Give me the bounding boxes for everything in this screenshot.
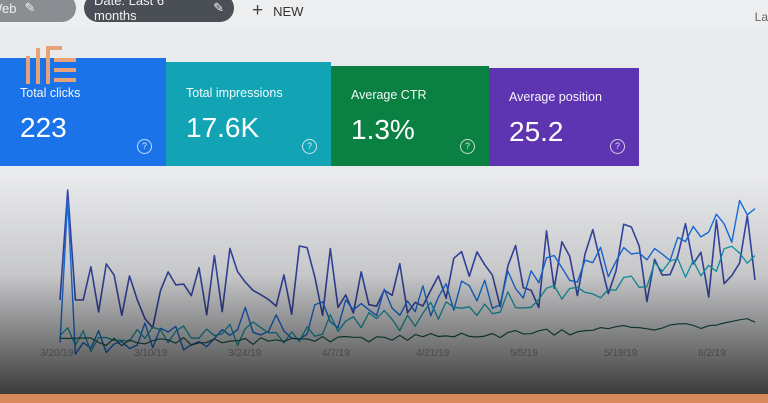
filter-chip-previous-label: Web: [0, 0, 17, 16]
help-icon[interactable]: ?: [302, 139, 317, 154]
filter-bar: Web ✎ Date: Last 6 months ✎ + NEW La: [0, 0, 768, 28]
metric-title: Average CTR: [351, 88, 427, 102]
footer-accent-bar: [0, 394, 768, 403]
metric-value: 223: [20, 112, 67, 143]
x-axis-tick-label: 4/21/19: [416, 348, 450, 359]
performance-chart: 3/20/19 3/10/19 3/24/19 4/7/19 4/21/19 5/5/19…: [40, 189, 756, 359]
brand-logo-icon: [26, 46, 76, 84]
x-axis-tick-label: 5/19/19: [604, 348, 638, 359]
help-icon[interactable]: ?: [460, 139, 475, 154]
plus-icon: +: [252, 0, 264, 21]
pencil-icon[interactable]: ✎: [24, 0, 36, 15]
x-axis-labels: 3/20/19 3/10/19 3/24/19 4/7/19 4/21/19 5/5/19…: [40, 348, 726, 359]
metric-value: 1.3%: [351, 114, 415, 145]
chart-series-line: [59, 189, 756, 329]
x-axis-tick-label: 3/10/19: [134, 348, 168, 359]
x-axis-tick-label: 4/7/19: [322, 348, 350, 359]
metric-title: Total impressions: [186, 86, 283, 100]
x-axis-tick-label: 3/20/19: [40, 348, 74, 359]
x-axis-tick-label: 3/24/19: [228, 348, 262, 359]
metric-title: Average position: [509, 90, 602, 104]
new-filter-button[interactable]: + NEW: [252, 0, 303, 22]
date-filter-chip[interactable]: Date: Last 6 months ✎: [84, 0, 234, 23]
chart-series-line: [59, 318, 756, 347]
help-icon[interactable]: ?: [137, 139, 152, 154]
chart-series: [59, 189, 756, 355]
new-filter-label: NEW: [273, 3, 304, 19]
date-filter-label: Date: Last 6 months: [94, 0, 165, 23]
corner-text: La: [754, 10, 768, 24]
metric-value: 25.2: [509, 116, 564, 147]
metric-card-total-impressions[interactable]: Total impressions 17.6K ?: [166, 62, 331, 166]
filter-chip-previous[interactable]: Web ✎: [0, 0, 76, 22]
metric-value: 17.6K: [186, 112, 260, 143]
x-axis-tick-label: 6/2/19: [698, 348, 726, 359]
pencil-icon[interactable]: ✎: [213, 0, 224, 15]
metric-card-average-position[interactable]: Average position 25.2 ?: [489, 68, 639, 166]
help-icon[interactable]: ?: [610, 139, 625, 154]
chart-series-line: [59, 245, 756, 353]
metric-cards: Total clicks 223 ? Total impressions 17.…: [0, 58, 640, 166]
metric-title: Total clicks: [20, 86, 81, 100]
x-axis-tick-label: 5/5/19: [510, 348, 538, 359]
metric-card-average-ctr[interactable]: Average CTR 1.3% ?: [331, 66, 489, 166]
